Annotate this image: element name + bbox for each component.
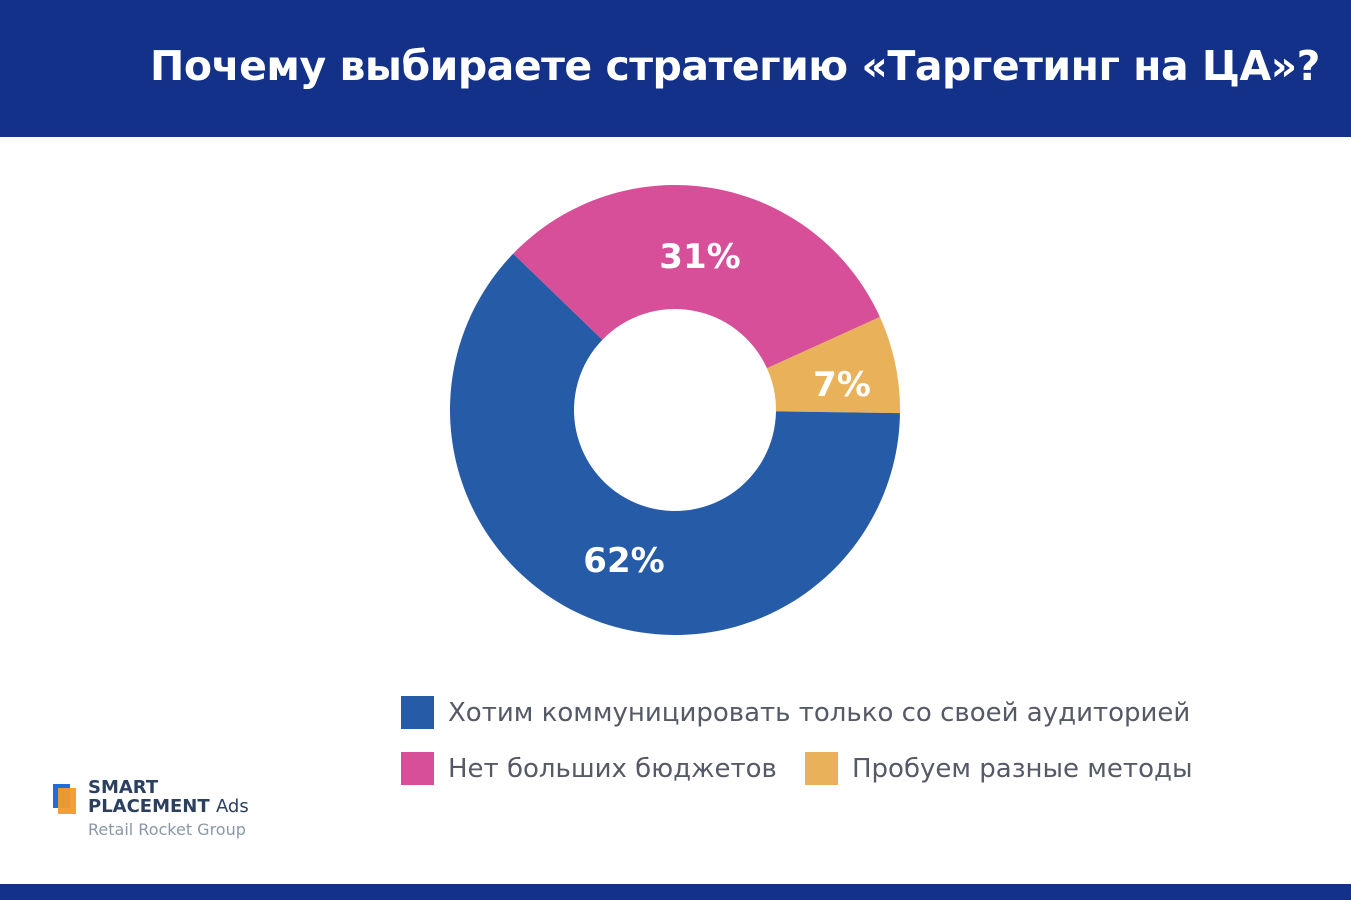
slice-2 [450,253,900,636]
legend-label: Нет больших бюджетов [448,753,777,784]
slice-0 [513,185,880,369]
slice-label-2: 62% [583,541,664,581]
legend-item-2: Пробуем разные методы [805,752,1192,785]
logo-text-line1: SMART [88,777,159,798]
page-title: Почему выбираете стратегию «Таргетинг на… [150,42,1320,90]
legend-swatch [805,752,838,785]
logo-text-line3: Retail Rocket Group [88,820,246,839]
legend-item-0: Хотим коммуницировать только со своей ау… [401,696,1190,729]
logo-mark-icon [53,784,76,814]
legend-item-1: Нет больших бюджетов [401,752,777,785]
legend-swatch [401,696,434,729]
slice-1 [766,317,901,414]
header-banner: Почему выбираете стратегию «Таргетинг на… [0,0,1351,137]
legend-label: Хотим коммуницировать только со своей ау… [448,697,1191,728]
slice-label-0: 31% [659,237,740,277]
slice-label-1: 7% [813,365,871,405]
legend-label: Пробуем разные методы [852,753,1193,784]
legend-swatch [401,752,434,785]
footer-bar [0,884,1351,900]
logo-text-line2: PLACEMENT Ads [88,796,249,817]
